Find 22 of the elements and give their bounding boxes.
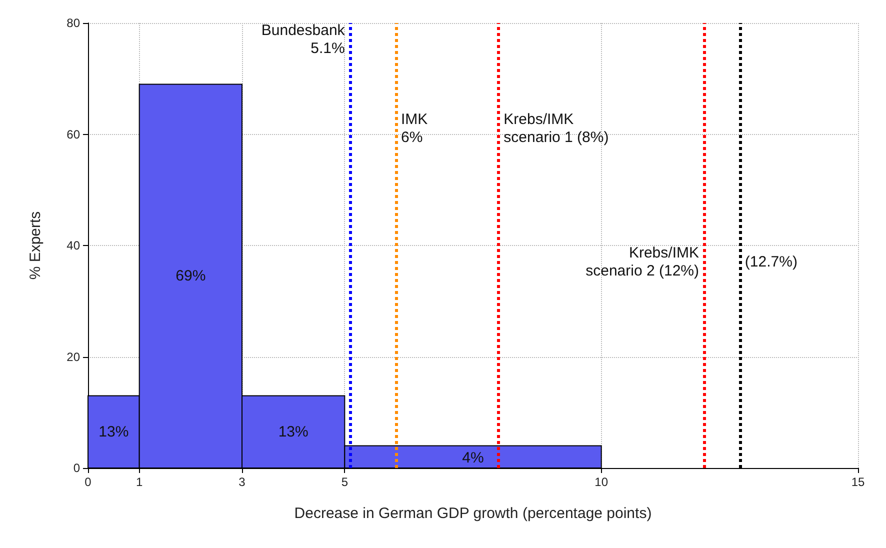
data-label: 4%: [462, 449, 484, 466]
x-tick-label: 15: [851, 475, 865, 489]
ref-line-label: IMK 6%: [401, 111, 428, 146]
y-tick-label: 20: [66, 350, 80, 364]
x-tick-label: 0: [84, 475, 92, 489]
ref-line-label: Krebs/IMK scenario 2 (12%): [586, 244, 699, 280]
data-label: 69%: [176, 268, 206, 285]
ref-line-label: Bundesbank 5.1%: [261, 22, 346, 58]
data-label: 13%: [98, 423, 129, 440]
x-tick-label: 1: [136, 475, 143, 489]
y-axis-title: % Experts: [27, 211, 44, 280]
data-label: 13%: [278, 423, 308, 440]
y-tick-label: 40: [66, 238, 80, 252]
x-tick-label: 10: [594, 475, 608, 489]
y-tick-label: 60: [66, 127, 80, 142]
ref-line-label: Krebs/IMK scenario 1 (8%): [504, 111, 609, 146]
ref-line-label: (12.7%): [744, 254, 798, 271]
x-axis-title: Decrease in German GDP growth (percentage points): [294, 505, 652, 522]
y-tick-label: 80: [66, 16, 80, 30]
x-tick-label: 5: [341, 475, 348, 489]
x-tick-label: 3: [238, 475, 246, 489]
y-tick-label: 0: [73, 461, 80, 475]
